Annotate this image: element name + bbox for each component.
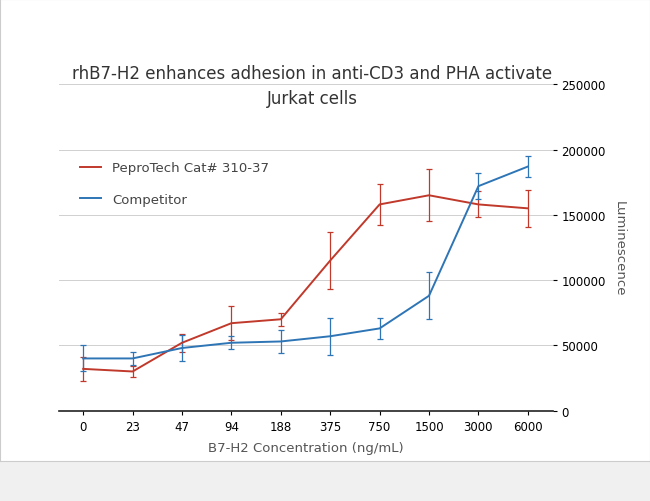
Legend: PeproTech Cat# 310-37, Competitor: PeproTech Cat# 310-37, Competitor <box>75 157 274 212</box>
Text: rhB7-H2 enhances adhesion in anti-CD3 and PHA activate
Jurkat cells: rhB7-H2 enhances adhesion in anti-CD3 an… <box>72 65 552 108</box>
X-axis label: B7-H2 Concentration (ng/mL): B7-H2 Concentration (ng/mL) <box>208 441 403 454</box>
Y-axis label: Luminescence: Luminescence <box>612 200 625 296</box>
